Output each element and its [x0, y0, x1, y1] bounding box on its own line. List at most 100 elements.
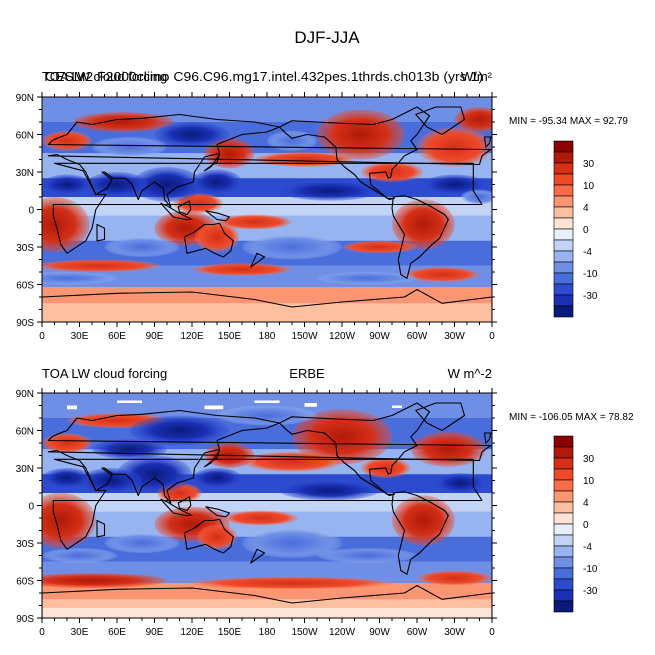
field-anomaly — [242, 451, 342, 472]
x-tick-label: 30W — [444, 331, 465, 342]
coastline — [160, 202, 193, 221]
field-anomaly — [194, 222, 240, 252]
colorbar-swatch — [553, 195, 574, 208]
y-tick-label: 90S — [16, 318, 34, 329]
field-anomaly — [192, 169, 242, 195]
coastline — [250, 252, 266, 268]
x-tick-label: 120W — [329, 331, 356, 342]
y-tick-label: 90N — [16, 389, 34, 400]
x-tick-label: 90W — [369, 331, 390, 342]
coastline — [96, 223, 106, 242]
field-anomaly — [223, 510, 299, 526]
colorbar-swatch — [553, 283, 574, 296]
coastline — [42, 584, 492, 618]
field-anomaly — [42, 259, 161, 272]
map-field — [42, 393, 492, 618]
map-panel: 0 30E 60E 90E 120E 150E 180 150W 120W 90W 60W 30W 09… — [16, 69, 629, 342]
x-tick-label: 150W — [291, 331, 318, 342]
field-anomaly — [279, 180, 380, 201]
map-field — [42, 97, 492, 322]
missing-data-patch — [204, 405, 224, 410]
field-anomaly — [104, 533, 180, 553]
missing-data-patch — [117, 400, 142, 403]
y-tick-label: 90N — [16, 93, 34, 104]
field-anomaly — [317, 548, 417, 563]
x-tick-label: 180 — [259, 331, 276, 342]
field-anomaly — [192, 263, 292, 276]
colorbar-label: -30 — [583, 586, 598, 597]
x-tick-label: 120E — [180, 627, 204, 638]
coastline — [42, 288, 492, 322]
colorbar-swatch — [553, 162, 574, 175]
x-tick-label: 30E — [71, 627, 89, 638]
panel-title-right: W m^-2 — [448, 366, 492, 381]
colorbar-swatch — [553, 184, 574, 197]
coastline — [52, 458, 483, 550]
field-anomaly — [392, 495, 455, 546]
colorbar-swatch — [553, 512, 574, 525]
y-tick-label: 60N — [16, 427, 34, 438]
coastline — [278, 106, 431, 201]
coastline — [177, 200, 192, 216]
coastline — [203, 449, 221, 468]
coastline — [183, 222, 234, 258]
field-anomaly — [292, 409, 392, 465]
field-anomaly — [342, 240, 417, 254]
field-anomaly — [435, 473, 486, 493]
field-anomaly — [92, 137, 167, 157]
field-anomaly — [423, 174, 486, 195]
x-tick-label: 150E — [218, 331, 242, 342]
x-tick-label: 180 — [259, 627, 276, 638]
field-anomaly — [192, 468, 242, 488]
coastline — [391, 195, 449, 279]
x-tick-label: 90E — [146, 627, 164, 638]
field-anomaly — [132, 167, 202, 202]
colorbar-label: 0 — [583, 225, 589, 236]
y-tick-label: 0 — [28, 502, 34, 513]
colorbar-label: 10 — [583, 181, 595, 192]
x-tick-label: 30W — [444, 627, 465, 638]
field-anomaly — [317, 272, 417, 285]
colorbar-swatch — [553, 261, 574, 274]
colorbar-swatch — [553, 600, 574, 613]
missing-data-patch — [392, 405, 402, 408]
colorbar-swatch — [553, 294, 574, 307]
y-tick-label: 90S — [16, 614, 34, 625]
colorbar-swatch — [553, 250, 574, 263]
colorbar-swatch — [553, 457, 574, 470]
field-band — [42, 303, 492, 322]
field-anomaly — [104, 237, 180, 257]
coastline — [96, 519, 106, 538]
y-tick-label: 30N — [16, 464, 34, 475]
colorbar-label: -4 — [583, 542, 592, 553]
y-tick-label: 0 — [28, 206, 34, 217]
field-anomaly — [254, 152, 355, 167]
field-anomaly — [42, 493, 96, 548]
colorbar-label: 4 — [583, 203, 589, 214]
coastline — [203, 153, 221, 172]
colorbar-label: 10 — [583, 476, 595, 487]
coastline — [250, 548, 266, 564]
field-anomaly — [129, 415, 230, 446]
colorbar-swatch — [553, 490, 574, 503]
y-tick-label: 30S — [16, 243, 34, 254]
coastline — [415, 106, 466, 136]
colorbar-swatch — [553, 567, 574, 580]
x-tick-label: 0 — [39, 331, 45, 342]
colorbar-label: 30 — [583, 159, 595, 170]
missing-data-patch — [254, 400, 280, 403]
colorbar-swatch — [553, 140, 574, 153]
x-tick-label: 150W — [291, 627, 318, 638]
x-tick-label: 30E — [71, 331, 89, 342]
missing-data-patch — [67, 405, 77, 410]
colorbar-label: -4 — [583, 247, 592, 258]
colorbar-swatch — [553, 239, 574, 252]
colorbar-swatch — [553, 534, 574, 547]
field-band — [42, 287, 492, 304]
field-anomaly — [42, 468, 92, 488]
colorbar-swatch — [553, 272, 574, 285]
field-anomaly — [317, 109, 405, 160]
coastline — [205, 506, 231, 518]
field-anomaly — [404, 267, 480, 282]
